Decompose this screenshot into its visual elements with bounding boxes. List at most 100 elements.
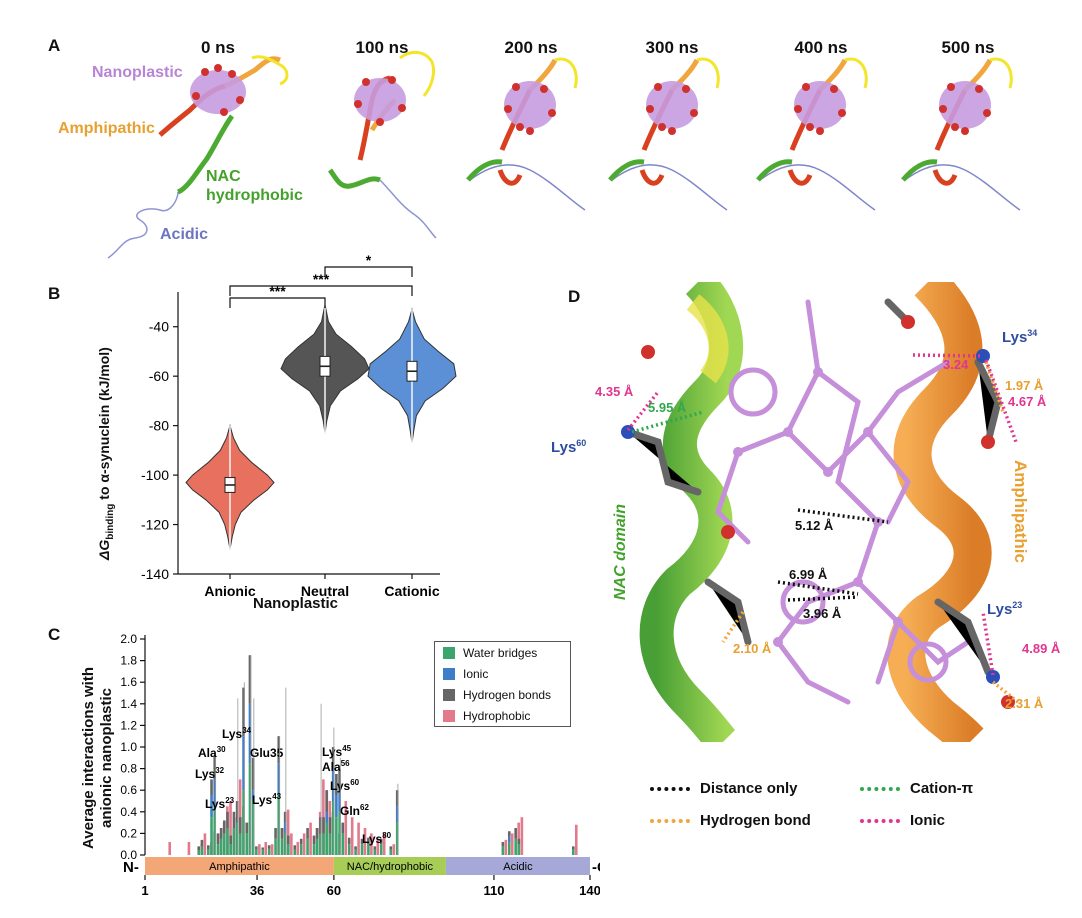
bar-x-tick-label: 36 (250, 883, 264, 898)
bar-segment (325, 790, 329, 812)
violin-xlabel: Nanoplastic (253, 595, 339, 612)
bar-segment (197, 850, 201, 855)
bar-segment (514, 828, 517, 839)
structure-0ns (107, 55, 289, 259)
residue-annotation: Lys45 (322, 744, 352, 759)
bar-segment (283, 822, 287, 834)
structure-snapshot (901, 57, 1021, 211)
bar-segment (216, 833, 220, 845)
bar-segment (389, 846, 393, 850)
bar-segment (235, 822, 239, 855)
bar-segment (331, 801, 335, 855)
bar-segment (280, 828, 284, 839)
bar-x-tick-label: 60 (327, 883, 341, 898)
bar-segment (261, 849, 265, 855)
violin-y-tick-label: -80 (149, 418, 169, 434)
bar-segment (514, 838, 517, 855)
bar-y-tick-label: 0.4 (120, 805, 137, 819)
residue-annotation: Lys80 (362, 831, 392, 846)
bar-segment (248, 655, 252, 704)
bar-segment (328, 833, 332, 855)
bar-segment (277, 736, 281, 764)
bar-segment (299, 844, 303, 855)
bar-segment (251, 801, 255, 855)
bar-segment (226, 811, 229, 828)
bar-segment (507, 836, 511, 843)
dist-2-10: 2.10 Å (733, 641, 772, 656)
bar-segment (207, 849, 210, 855)
nac-label-2: hydrophobic (206, 187, 303, 204)
bar-segment (267, 848, 271, 855)
bar-segment (223, 833, 226, 855)
legend-water-bridges: Water bridges (435, 642, 570, 663)
bar-segment (373, 846, 377, 850)
bar-segment (210, 779, 213, 796)
residue-annotation: Lys60 (330, 778, 360, 793)
lys23-label: Lys23 (987, 600, 1023, 618)
bar-segment (168, 842, 172, 855)
domain-amphipathic (145, 857, 334, 875)
bar-segment (312, 844, 316, 855)
bar-segment (315, 838, 319, 855)
bar-segment (293, 845, 297, 850)
bar-segment (571, 849, 575, 855)
bar-segment (283, 811, 287, 823)
bar-segment (242, 687, 245, 737)
n-terminus: N- (123, 859, 139, 876)
bar-segment (287, 835, 290, 845)
legend-distance-only: Distance only (650, 780, 798, 797)
dist-3-24: 3.24 (943, 357, 969, 372)
bar-segment (229, 844, 233, 855)
bar-y-tick-label: 2.0 (120, 632, 137, 646)
bar-segment (239, 817, 242, 834)
bar-x-tick-label: 140 (579, 883, 600, 898)
bar-segment (354, 849, 357, 855)
bar-segment (226, 828, 229, 855)
lys60-label: Lys60 (551, 438, 587, 456)
bar-segment (501, 846, 505, 855)
bar-segment (376, 838, 380, 855)
legend-hydrogen-bond: Hydrogen bond (650, 812, 811, 829)
bar-segment (392, 844, 396, 855)
residue-annotation: Lys23 (205, 796, 235, 811)
bar-y-tick-label: 0.6 (120, 783, 137, 797)
violin-x-tick-label: Cationic (384, 583, 439, 599)
violin-y-tick-label: -100 (141, 467, 169, 483)
domain-nac (333, 857, 446, 875)
bar-segment (322, 817, 325, 834)
bar-segment (216, 844, 220, 855)
bar-segment (344, 801, 348, 855)
bar-segment (248, 763, 252, 855)
bar-segment (357, 822, 360, 855)
nanoplastic-label: Nanoplastic (92, 64, 183, 81)
bar-segment (210, 817, 213, 855)
bar-segment (274, 838, 277, 855)
residue-annotation: Glu35 (250, 746, 284, 760)
bar-segment (379, 844, 383, 855)
dist-2-31: 2.31 Å (1005, 696, 1044, 711)
timepoint-label: 200 ns (504, 38, 558, 57)
bar-segment (389, 849, 393, 855)
bar-segment (213, 807, 217, 855)
bar-segment (213, 755, 217, 780)
bar-segment (335, 817, 338, 855)
residue-annotation: Ala30 (198, 745, 226, 760)
bar-segment (302, 833, 306, 855)
nac-domain-label: NAC domain (612, 504, 629, 600)
bar-segment (286, 809, 290, 855)
bar-segment (510, 833, 514, 855)
bar-segment (223, 820, 226, 834)
panel-b-label: B (48, 284, 61, 303)
bar-segment (335, 774, 338, 796)
bar-y-tick-label: 0.0 (120, 848, 137, 862)
bar-segment (248, 703, 252, 764)
bar-segment (255, 846, 258, 850)
residue-annotation: Lys32 (195, 766, 225, 781)
bar-y-tick-label: 1.8 (120, 654, 137, 668)
bar-segment (360, 844, 364, 855)
bar-segment (213, 779, 217, 808)
bar-segment (331, 747, 335, 769)
bar-segment (274, 828, 277, 839)
bar-segment (347, 844, 351, 855)
structure-snapshot (608, 57, 728, 211)
